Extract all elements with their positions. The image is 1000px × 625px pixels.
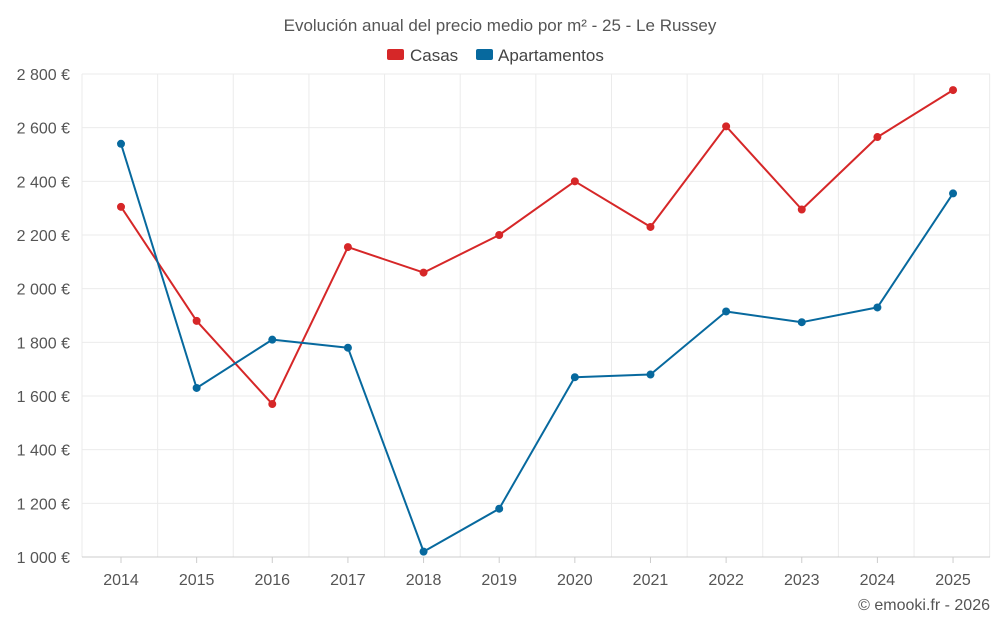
data-point-apartamentos-2025[interactable]	[949, 189, 958, 198]
y-tick-label: 1 600 €	[17, 389, 70, 406]
y-tick-label: 1 400 €	[17, 443, 70, 460]
data-point-casas-2017[interactable]	[343, 243, 352, 252]
y-tick-label: 2 200 €	[17, 228, 70, 245]
data-point-apartamentos-2021[interactable]	[646, 370, 655, 379]
legend-label-apartamentos[interactable]: Apartamentos	[498, 46, 604, 65]
x-tick-label: 2021	[633, 572, 669, 589]
data-point-apartamentos-2023[interactable]	[797, 318, 806, 327]
series-line-casas	[120, 89, 954, 406]
data-point-apartamentos-2016[interactable]	[268, 335, 277, 344]
data-point-casas-2016[interactable]	[268, 400, 277, 409]
y-tick-label: 1 800 €	[17, 335, 70, 352]
data-point-apartamentos-2017[interactable]	[343, 343, 352, 352]
x-tick-label: 2023	[784, 572, 820, 589]
x-tick-label: 2017	[330, 572, 366, 589]
axes: 1 000 € 1 200 € 1 400 € 1 600 € 1 800 € 2 000…	[17, 67, 990, 589]
series-line-apartamentos	[120, 143, 954, 553]
y-tick-label: 2 600 €	[17, 121, 70, 138]
data-point-apartamentos-2015[interactable]	[192, 383, 201, 392]
data-point-casas-2024[interactable]	[873, 133, 882, 142]
legend-swatch-apartamentos	[476, 49, 493, 60]
data-point-casas-2020[interactable]	[570, 177, 579, 186]
data-point-casas-2019[interactable]	[495, 231, 504, 239]
data-point-casas-2021[interactable]	[646, 222, 655, 231]
gridlines	[81, 73, 991, 557]
y-tick-label: 2 400 €	[17, 174, 70, 191]
x-tick-label: 2024	[860, 572, 896, 589]
data-point-apartamentos-2024[interactable]	[873, 303, 882, 312]
chart-title: Evolución anual del precio medio por m² …	[284, 16, 717, 35]
data-point-casas-2015[interactable]	[192, 316, 201, 325]
data-point-casas-2022[interactable]	[722, 122, 731, 131]
credit-text: © emooki.fr - 2026	[858, 597, 990, 614]
y-tick-label: 1 200 €	[17, 496, 70, 513]
x-tick-label: 2025	[935, 572, 971, 589]
legend: Casas Apartamentos	[387, 46, 604, 65]
data-point-casas-2014[interactable]	[117, 202, 125, 211]
data-point-apartamentos-2022[interactable]	[722, 307, 731, 316]
x-tick-label: 2016	[254, 572, 290, 589]
x-tick-label: 2019	[481, 572, 517, 589]
x-tick-label: 2018	[406, 572, 442, 589]
data-point-apartamentos-2019[interactable]	[495, 504, 504, 513]
data-point-casas-2025[interactable]	[949, 86, 958, 95]
y-tick-label: 2 000 €	[17, 282, 70, 299]
data-point-casas-2023[interactable]	[797, 205, 806, 214]
y-tick-label: 2 800 €	[17, 67, 70, 84]
series	[117, 86, 958, 556]
data-point-apartamentos-2018[interactable]	[419, 547, 428, 556]
legend-label-casas[interactable]: Casas	[410, 46, 458, 65]
data-point-apartamentos-2014[interactable]	[117, 139, 125, 148]
x-tick-label: 2022	[708, 572, 744, 589]
y-tick-label: 1 000 €	[17, 550, 70, 567]
data-point-apartamentos-2020[interactable]	[570, 373, 579, 382]
x-tick-label: 2020	[557, 572, 593, 589]
x-tick-label: 2015	[179, 572, 215, 589]
data-point-casas-2018[interactable]	[419, 268, 428, 277]
x-tick-label: 2014	[103, 572, 139, 589]
legend-swatch-casas	[387, 49, 404, 60]
